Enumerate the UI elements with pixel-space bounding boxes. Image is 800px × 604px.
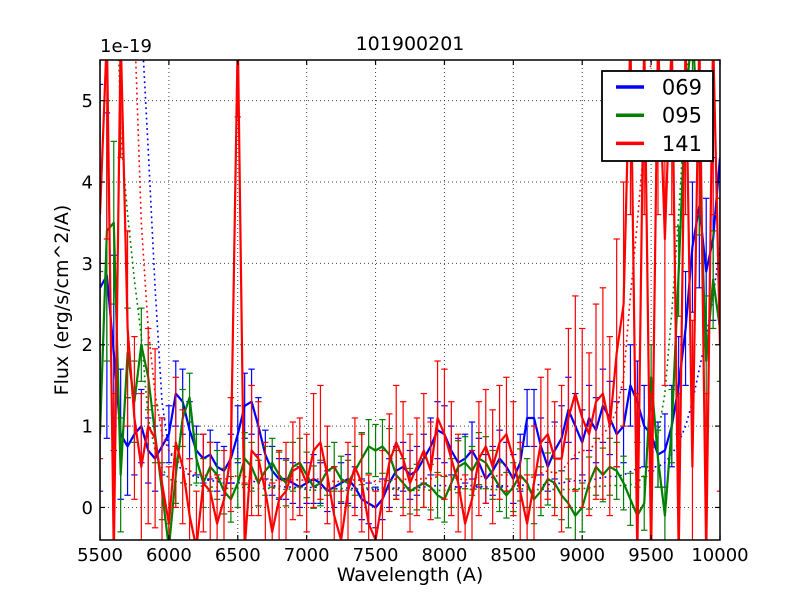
legend-label-141: 141 bbox=[662, 132, 702, 156]
x-tick-labels: 5500 6000 6500 7000 7500 8000 8500 9000 9500 1000… bbox=[77, 545, 749, 566]
legend-label-095: 095 bbox=[662, 104, 702, 128]
x-tick-label: 7000 bbox=[284, 545, 330, 566]
y-axis-label: Flux (erg/s/cm^2/A) bbox=[51, 205, 73, 396]
y-tick-label: 2 bbox=[82, 335, 93, 356]
y-tick-label: 3 bbox=[82, 254, 93, 275]
y-tick-label: 1 bbox=[82, 417, 93, 438]
x-tick-label: 6500 bbox=[215, 545, 261, 566]
x-tick-label: 6000 bbox=[146, 545, 192, 566]
x-axis-label: Wavelength (A) bbox=[337, 564, 484, 586]
y-tick-label: 5 bbox=[82, 91, 93, 112]
y-tick-label: 0 bbox=[82, 498, 93, 519]
y-axis-offset-label: 1e-19 bbox=[100, 36, 152, 57]
x-tick-label: 9500 bbox=[628, 545, 674, 566]
x-tick-label: 9000 bbox=[559, 545, 605, 566]
y-tick-label: 4 bbox=[82, 173, 93, 194]
series-141-flux-line bbox=[100, 60, 720, 540]
axis-ticks bbox=[99, 60, 721, 540]
x-tick-label: 5500 bbox=[77, 545, 123, 566]
legend: 069 095 141 bbox=[601, 70, 714, 162]
x-tick-label: 8500 bbox=[490, 545, 536, 566]
data-series bbox=[100, 60, 720, 540]
legend-label-069: 069 bbox=[662, 76, 702, 100]
plot-title: 101900201 bbox=[356, 33, 465, 55]
y-tick-labels: 0 1 2 3 4 5 bbox=[82, 91, 93, 519]
x-tick-label: 8000 bbox=[422, 545, 468, 566]
axes-frame bbox=[99, 59, 721, 541]
x-tick-label: 7500 bbox=[353, 545, 399, 566]
x-tick-label: 10000 bbox=[691, 545, 748, 566]
